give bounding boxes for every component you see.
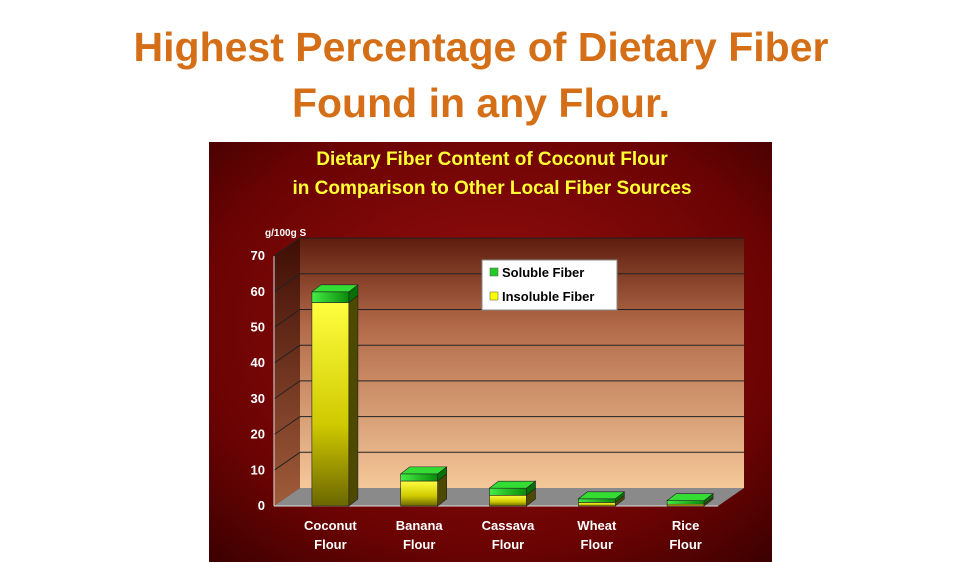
bar-segment-side [348,294,359,507]
gridline-side [273,380,301,400]
bar-segment-front [666,500,705,505]
y-tick-label: 70 [251,248,265,263]
y-tick-label: 0 [258,498,265,513]
chart-title-line-2: in Comparison to Other Local Fiber Sourc… [292,178,691,199]
y-tick-label: 20 [251,427,265,442]
x-tick-label-line: Flour [581,537,614,552]
legend-label: Insoluble Fiber [502,289,594,304]
x-tick-label: Cassava Flour [482,518,536,552]
x-tick-label: Coconut Flour [304,518,357,552]
gridline-side [273,309,301,328]
bar-segment-front [489,494,527,507]
gridline-side [273,416,301,436]
x-tick-label: Rice Flour [669,518,702,552]
y-tick-label: 10 [251,462,265,477]
bar-segment-top [666,493,714,501]
gridline-side [273,237,301,257]
x-tick-label: Wheat Flour [577,518,617,552]
x-tick-label-line: Flour [669,537,702,552]
y-tick-label: 50 [251,320,265,335]
y-tick-label: 40 [251,355,265,370]
legend-box [481,259,618,311]
legend-label: Soluble Fiber [502,265,584,280]
slide-title-line-2: Found in any Flour. [291,80,671,126]
bars-layer [311,284,714,507]
legend: Soluble Fiber Insoluble Fiber [481,259,618,311]
x-tick-label-line: Flour [314,537,347,552]
chart-title-line-1: Dietary Fiber Content of Coconut Flour [316,149,668,170]
x-tick-label-line: Rice [672,518,699,533]
bar-segment-front [577,498,616,503]
y-axis-label: g/100g S [265,228,306,239]
x-tick-label-line: Banana [396,518,444,533]
bar-segment-front [489,487,527,496]
slide-title-line-1: Highest Percentage of Dietary Fiber [133,24,829,70]
plot-side-wall [274,238,300,506]
x-tick-label-line: Flour [403,537,436,552]
legend-swatch [489,291,499,301]
bar-chart: Dietary Fiber Content of Coconut Flour i… [209,142,772,562]
gridline-side [273,344,301,364]
bar-segment-top [577,491,626,500]
bar-segment-front [311,291,350,303]
bar-segment-front [311,302,350,507]
x-tick-label: Banana Flour [396,518,444,552]
x-tick-label-line: Wheat [577,518,617,533]
bar-segment-front [577,502,616,507]
x-tick-label-line: Flour [492,537,525,552]
bar-segment-top [488,480,537,489]
y-tick-label: 30 [251,391,265,406]
gridline-side [273,451,301,471]
gridline-side [273,273,301,293]
x-tick-label-line: Cassava [482,518,536,533]
chart-panel: Dietary Fiber Content of Coconut Flour i… [209,142,772,562]
legend-swatch [489,267,499,277]
bar-segment-front [400,480,438,507]
y-tick-labels: 0 10 20 30 40 50 60 70 [251,248,265,513]
bar-segment-top [399,466,448,475]
bar-segment-top [311,284,359,293]
bar-segment-front [400,473,438,482]
x-tick-label-line: Coconut [304,518,357,533]
y-tick-label: 60 [251,284,265,299]
